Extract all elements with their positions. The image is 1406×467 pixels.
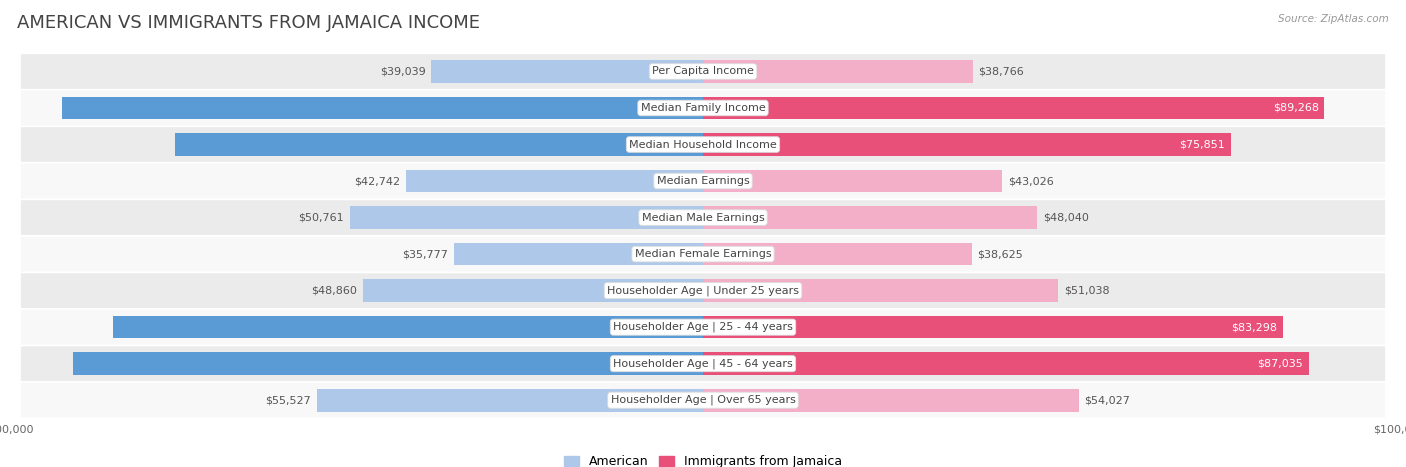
Bar bbox=[316, 389, 703, 411]
Bar bbox=[703, 279, 1059, 302]
Text: $48,040: $48,040 bbox=[1043, 212, 1088, 223]
Text: Source: ZipAtlas.com: Source: ZipAtlas.com bbox=[1278, 14, 1389, 24]
Bar bbox=[703, 389, 1078, 411]
Bar bbox=[73, 353, 703, 375]
FancyBboxPatch shape bbox=[21, 54, 1385, 89]
FancyBboxPatch shape bbox=[21, 310, 1385, 345]
Bar bbox=[703, 133, 1230, 156]
Text: Householder Age | Over 65 years: Householder Age | Over 65 years bbox=[610, 395, 796, 405]
Bar bbox=[703, 206, 1038, 229]
Bar bbox=[703, 170, 1002, 192]
Bar bbox=[454, 243, 703, 265]
Text: $89,268: $89,268 bbox=[1272, 103, 1319, 113]
FancyBboxPatch shape bbox=[21, 127, 1385, 162]
Text: Median Male Earnings: Median Male Earnings bbox=[641, 212, 765, 223]
Text: Median Female Earnings: Median Female Earnings bbox=[634, 249, 772, 259]
FancyBboxPatch shape bbox=[21, 237, 1385, 271]
Text: $51,038: $51,038 bbox=[1064, 286, 1109, 296]
Bar bbox=[363, 279, 703, 302]
Text: $35,777: $35,777 bbox=[402, 249, 449, 259]
Text: Householder Age | 25 - 44 years: Householder Age | 25 - 44 years bbox=[613, 322, 793, 333]
Text: $50,761: $50,761 bbox=[298, 212, 344, 223]
FancyBboxPatch shape bbox=[21, 273, 1385, 308]
Text: $39,039: $39,039 bbox=[380, 66, 426, 77]
Text: Median Earnings: Median Earnings bbox=[657, 176, 749, 186]
Bar bbox=[703, 97, 1324, 119]
FancyBboxPatch shape bbox=[21, 200, 1385, 235]
Bar bbox=[703, 60, 973, 83]
Bar bbox=[174, 133, 703, 156]
Bar bbox=[62, 97, 703, 119]
FancyBboxPatch shape bbox=[21, 347, 1385, 381]
Bar bbox=[703, 353, 1309, 375]
Text: $38,625: $38,625 bbox=[977, 249, 1024, 259]
Bar bbox=[405, 170, 703, 192]
Text: $54,027: $54,027 bbox=[1084, 395, 1130, 405]
Text: Householder Age | Under 25 years: Householder Age | Under 25 years bbox=[607, 285, 799, 296]
Text: Median Household Income: Median Household Income bbox=[628, 140, 778, 149]
Text: $83,298: $83,298 bbox=[1232, 322, 1277, 332]
Text: Householder Age | 45 - 64 years: Householder Age | 45 - 64 years bbox=[613, 359, 793, 369]
Bar bbox=[432, 60, 703, 83]
Text: $42,742: $42,742 bbox=[354, 176, 399, 186]
Text: $38,766: $38,766 bbox=[979, 66, 1024, 77]
Text: $75,851: $75,851 bbox=[1180, 140, 1226, 149]
FancyBboxPatch shape bbox=[21, 164, 1385, 198]
Text: $87,035: $87,035 bbox=[1257, 359, 1303, 368]
Bar bbox=[350, 206, 703, 229]
Text: $55,527: $55,527 bbox=[266, 395, 311, 405]
Text: $90,536: $90,536 bbox=[659, 359, 704, 368]
FancyBboxPatch shape bbox=[21, 383, 1385, 417]
Legend: American, Immigrants from Jamaica: American, Immigrants from Jamaica bbox=[560, 450, 846, 467]
Text: $84,791: $84,791 bbox=[662, 322, 707, 332]
Text: $75,932: $75,932 bbox=[666, 140, 711, 149]
Text: $92,096: $92,096 bbox=[658, 103, 704, 113]
Text: Per Capita Income: Per Capita Income bbox=[652, 66, 754, 77]
Text: AMERICAN VS IMMIGRANTS FROM JAMAICA INCOME: AMERICAN VS IMMIGRANTS FROM JAMAICA INCO… bbox=[17, 14, 479, 32]
Text: Median Family Income: Median Family Income bbox=[641, 103, 765, 113]
Bar bbox=[703, 243, 972, 265]
Bar bbox=[703, 316, 1282, 339]
FancyBboxPatch shape bbox=[21, 91, 1385, 125]
Bar bbox=[112, 316, 703, 339]
Text: $48,860: $48,860 bbox=[312, 286, 357, 296]
Text: $43,026: $43,026 bbox=[1008, 176, 1053, 186]
